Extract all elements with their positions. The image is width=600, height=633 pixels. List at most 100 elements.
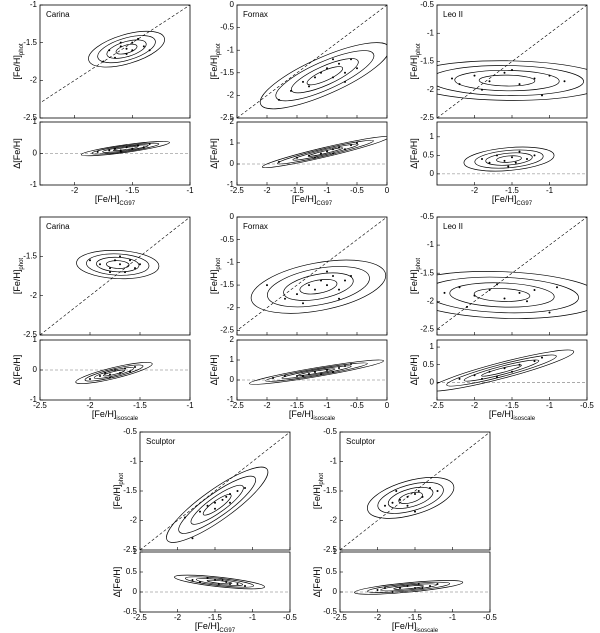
y-tick-label: 0.5 — [126, 567, 138, 576]
panel: -2.5 -2 -1.5 -1 -0.5 Sculptor [Fe/H]phot — [112, 427, 291, 554]
panel: 0 0.5 1 -2.5 -2 -1.5 -1 -0.5 Δ[Fe/H] [Fe/H]isosca… — [409, 339, 594, 422]
x-tick-label: -0.5 — [350, 186, 364, 195]
axis-label: [Fe/H]CG97 — [95, 194, 136, 206]
panel: -2.5 -2 -1.5 Carina [Fe/H]phot — [12, 216, 191, 339]
label-main: [Fe/H] — [195, 621, 220, 631]
data-point — [518, 363, 521, 366]
x-tick-label: -0.5 — [283, 613, 297, 622]
y-tick-label: 1 — [33, 117, 38, 126]
contour — [437, 65, 584, 96]
contour — [103, 369, 125, 377]
frame — [436, 121, 588, 186]
y-tick-label: -0.5 — [323, 427, 337, 436]
data-point — [320, 279, 322, 282]
data-point — [278, 160, 280, 163]
y-tick-label: -1.5 — [23, 251, 37, 260]
panel: -1 0 1 -2 -1.5 -1 Δ[Fe/H] [Fe/H]CG97 — [12, 117, 194, 206]
data-point — [503, 159, 506, 162]
data-point — [414, 587, 416, 589]
label-sub: isoscale — [116, 416, 138, 422]
contour — [283, 272, 354, 301]
y-tick-label: -0.5 — [220, 23, 234, 32]
y-tick-label: -1.5 — [220, 280, 234, 289]
x-tick-label: 0 — [385, 186, 390, 195]
x-tick-label: -1.5 — [408, 613, 422, 622]
plot-area — [437, 146, 587, 175]
label-main: [Fe/H] — [409, 270, 419, 295]
label-sub: phot — [319, 473, 325, 485]
y-tick-label: 1 — [230, 138, 235, 147]
data-point — [350, 275, 352, 277]
contour — [97, 35, 156, 64]
x-tick-label: -2.5 — [230, 186, 244, 195]
data-point — [244, 585, 246, 587]
contour — [474, 149, 544, 169]
axis-label: Δ[Fe/H] — [12, 138, 22, 169]
y-tick-label: 2 — [230, 117, 235, 126]
label-main: [Fe/H] — [289, 409, 314, 419]
data-point — [119, 45, 122, 48]
frame — [436, 216, 588, 336]
y-tick-label: 1 — [230, 355, 235, 364]
data-point — [332, 152, 334, 155]
data-point — [533, 77, 536, 80]
data-point — [99, 263, 101, 266]
data-point — [284, 297, 286, 300]
contour — [91, 142, 160, 155]
data-point — [429, 487, 431, 490]
data-point — [104, 372, 106, 374]
data-point — [119, 255, 121, 258]
data-point — [109, 267, 111, 270]
x-tick-label: -1 — [186, 186, 194, 195]
label-main: Δ[Fe/H] — [209, 355, 219, 386]
data-point — [332, 148, 334, 151]
x-tick-label: -1.5 — [208, 613, 222, 622]
panel-name: Carina — [46, 10, 70, 19]
y-tick-label: 0 — [430, 169, 435, 178]
data-point — [109, 376, 111, 379]
label-main: [Fe/H] — [209, 270, 219, 295]
data-point — [229, 501, 231, 504]
label-sub: CG97 — [316, 201, 332, 207]
data-point — [473, 374, 476, 377]
contour — [367, 477, 455, 519]
label-sub: phot — [216, 258, 222, 270]
data-point — [326, 369, 328, 371]
panel-name: Fornax — [243, 10, 268, 19]
contour — [102, 144, 149, 153]
label-main: [Fe/H] — [92, 409, 117, 419]
x-tick-label: -1 — [186, 401, 194, 410]
contour — [190, 484, 244, 525]
label-main: Δ[Fe/H] — [12, 355, 22, 386]
data-point — [344, 279, 346, 282]
panel: -0.500.51-2.5 -2 -1.5 -1 -0.5Δ[Fe/H][Fe/H]CG… — [112, 547, 297, 633]
data-point — [108, 49, 111, 52]
y-tick-label: 1 — [33, 335, 38, 344]
axis-label: [Fe/H]phot — [209, 43, 221, 80]
contour — [202, 494, 232, 516]
data-point — [131, 147, 134, 150]
data-point — [526, 300, 528, 303]
data-point — [344, 148, 346, 151]
data-point — [414, 492, 416, 495]
axis-label: [Fe/H]phot — [12, 258, 24, 295]
y-tick-label: 0 — [33, 149, 38, 158]
y-tick-label: -1 — [227, 257, 235, 266]
data-point — [125, 146, 128, 149]
identity-line — [40, 5, 190, 104]
data-point — [338, 146, 340, 149]
label-main: Δ[Fe/H] — [209, 138, 219, 169]
contour — [485, 152, 533, 166]
x-tick-label: -2.5 — [333, 613, 347, 622]
contour — [463, 359, 540, 382]
data-point — [266, 284, 268, 287]
data-point — [350, 58, 352, 61]
y-tick-label: 0 — [430, 377, 435, 386]
y-tick-label: -2 — [130, 516, 138, 525]
data-point — [526, 158, 528, 161]
data-point — [350, 363, 352, 365]
y-tick-label: -2.5 — [220, 113, 234, 122]
contour — [393, 585, 424, 590]
contour — [398, 491, 423, 504]
y-tick-label: -2 — [30, 291, 38, 300]
